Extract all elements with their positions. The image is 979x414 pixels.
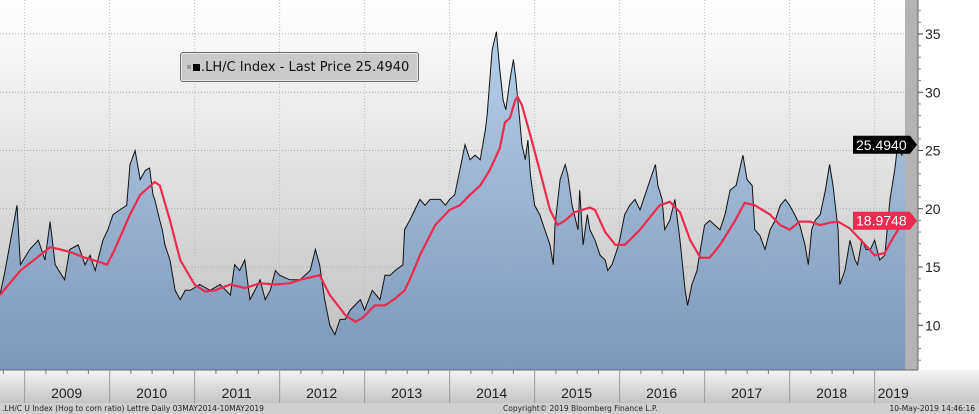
x-tick-label: 2017 — [731, 385, 762, 401]
future-shading — [905, 0, 918, 370]
x-axis-band — [0, 370, 979, 403]
value-labels: 25.4940 18.9748 — [853, 135, 917, 230]
y-tick-label: 35 — [925, 26, 941, 42]
x-tick-label: 2016 — [646, 385, 677, 401]
y-tick-label: 15 — [925, 259, 941, 275]
x-tick-label: 2013 — [391, 385, 422, 401]
legend-swatch-icon — [193, 63, 200, 71]
x-tick-label: 2018 — [816, 385, 847, 401]
moving-average-line — [0, 94, 907, 324]
last-price-label-box — [853, 135, 917, 154]
x-tick-label: 2010 — [136, 385, 167, 401]
x-tick-label: 2019 — [878, 385, 909, 401]
y-tick-label: 20 — [925, 201, 941, 217]
x-tick-label: 2015 — [561, 385, 592, 401]
x-tick-label: 2009 — [51, 385, 82, 401]
legend-label: .LH/C Index - Last Price 25.4940 — [201, 59, 410, 75]
price-area — [0, 31, 906, 370]
last-price-label: 25.4940 — [856, 137, 907, 153]
moving-average-label-box — [853, 211, 917, 230]
legend-swatch-small-icon — [187, 65, 191, 69]
y-axis: 10 15 20 25 30 35 — [918, 10, 941, 361]
legend[interactable]: .LH/C Index - Last Price 25.4940 — [180, 52, 420, 82]
x-axis: 2009 2010 2011 2012 2013 2014 2015 2016 2017 2018… — [2, 370, 909, 403]
footer-timestamp: 10-May-2019 14:46:16 — [889, 404, 976, 413]
y-tick-label: 25 — [925, 143, 941, 159]
price-line — [0, 31, 906, 336]
moving-average-label: 18.9748 — [856, 213, 907, 229]
x-tick-label: 2012 — [306, 385, 337, 401]
y-tick-label: 30 — [925, 84, 941, 100]
y-tick-label: 10 — [925, 317, 941, 333]
x-tick-label: 2014 — [476, 385, 507, 401]
x-tick-label: 2011 — [222, 385, 252, 401]
footer-security-info: .LH/C U Index (Hog to corn ratio) Lettre… — [2, 404, 264, 413]
footer-copyright: Copyright© 2019 Bloomberg Finance L.P. — [503, 404, 658, 413]
hog-corn-ratio-chart: 10 15 20 25 30 35 2009 2010 2011 2012 2013 2014 201… — [0, 0, 979, 403]
y-axis-panel — [918, 0, 979, 370]
footer: .LH/C U Index (Hog to corn ratio) Lettre… — [0, 403, 979, 414]
